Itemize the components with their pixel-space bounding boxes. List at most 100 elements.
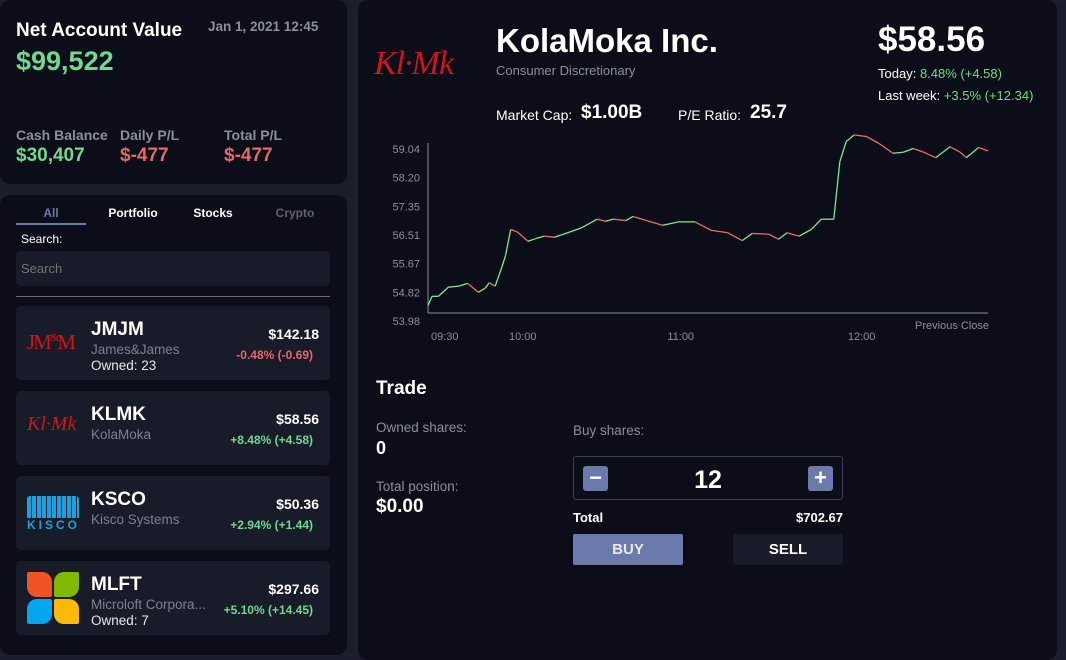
decrement-button[interactable]: − xyxy=(583,466,608,491)
price-line-segment xyxy=(596,218,606,222)
price-line-segment xyxy=(845,134,855,143)
total-pl-label: Total P/L xyxy=(224,127,283,143)
owned-shares-value: 0 xyxy=(376,438,387,458)
buy-button[interactable]: BUY xyxy=(573,534,683,565)
y-tick-label: 53.98 xyxy=(392,316,420,328)
price-chart: 59.04 58.20 57.35 56.51 55.67 54.82 53.98 09:30… xyxy=(392,134,989,343)
total-position-label: Total position: xyxy=(376,479,459,494)
x-tick-label: 11:00 xyxy=(667,331,694,343)
price-line-segment xyxy=(437,286,449,297)
increment-button[interactable]: + xyxy=(808,466,833,491)
quantity-stepper[interactable]: − 12 + xyxy=(573,456,843,500)
market-cap-value: $1.00B xyxy=(581,102,643,123)
account-value: $99,522 xyxy=(16,46,114,76)
stock-item-klmk[interactable]: Kl·Mk KLMK KolaMoka $58.56 +8.48% (+4.58… xyxy=(16,391,330,465)
price-line-segment xyxy=(741,232,753,242)
price-line-segment xyxy=(448,285,459,288)
price: $297.66 xyxy=(268,581,319,597)
stock-item-jmjm[interactable]: JM&M JMJM James&James Owned: 23 $142.18 … xyxy=(16,306,330,380)
price-line-segment xyxy=(500,255,507,269)
price-line-segment xyxy=(978,146,989,152)
price-line-segment xyxy=(488,282,496,287)
company-sector: Consumer Discretionary xyxy=(496,63,636,78)
search-input[interactable] xyxy=(16,251,330,286)
cash-label: Cash Balance xyxy=(16,127,108,143)
ticker: KLMK xyxy=(91,404,146,425)
y-tick-label: 58.20 xyxy=(392,173,420,185)
price-line-segment xyxy=(580,218,598,229)
price-line-segment xyxy=(778,232,788,240)
price-line-segment xyxy=(554,233,565,238)
price-line-segment xyxy=(810,218,822,230)
price: $142.18 xyxy=(268,326,319,342)
y-tick-label: 59.04 xyxy=(392,144,420,156)
price-line-segment xyxy=(605,218,614,222)
price-line-segment xyxy=(923,151,937,159)
ticker: MLFT xyxy=(91,574,142,595)
price-line-segment xyxy=(613,218,626,222)
tab-crypto[interactable]: Crypto xyxy=(275,206,315,220)
price-line-segment xyxy=(504,229,512,256)
pe-ratio-value: 25.7 xyxy=(750,102,787,123)
total-label: Total xyxy=(573,510,604,525)
tab-stocks[interactable]: Stocks xyxy=(193,206,233,220)
price-line-segment xyxy=(833,161,841,220)
price-change: -0.48% (-0.69) xyxy=(236,348,313,362)
microloft-logo-icon xyxy=(27,572,79,624)
buy-shares-label: Buy shares: xyxy=(573,423,645,438)
cash-value: $30,407 xyxy=(16,145,85,166)
price-line-segment xyxy=(467,282,479,293)
price-line-segment xyxy=(484,282,490,289)
price-line-segment xyxy=(786,232,800,237)
total-pl-value: $-477 xyxy=(224,145,273,166)
total-position-value: $0.00 xyxy=(376,496,424,517)
x-tick-label: 12:00 xyxy=(848,331,876,343)
price-line-segment xyxy=(866,136,880,144)
today-value: 8.48% (+4.58) xyxy=(919,66,1002,81)
price-line-segment xyxy=(966,146,979,159)
price-line-segment xyxy=(694,221,712,231)
price-line-segment xyxy=(427,296,433,306)
market-cap-label: Market Cap: xyxy=(496,107,573,123)
y-tick-label: 57.35 xyxy=(392,201,420,213)
account-title: Net Account Value xyxy=(16,20,183,41)
tab-portfolio[interactable]: Portfolio xyxy=(108,206,158,220)
stock-item-ksco[interactable]: KISCO KSCO Kisco Systems $50.36 +2.94% (… xyxy=(16,476,330,550)
price-line-segment xyxy=(959,151,967,159)
today-label: Today: xyxy=(878,66,917,81)
owned-shares: Owned: 23 xyxy=(91,358,157,373)
previous-close-label: Previous Close xyxy=(915,320,989,332)
kisco-logo-icon: KISCO xyxy=(27,496,79,532)
price-line-segment xyxy=(949,146,961,153)
price-line-segment xyxy=(527,237,537,242)
total-value: $702.67 xyxy=(796,510,843,525)
company-name: KolaMoka Inc. xyxy=(496,22,718,59)
price-line-segment xyxy=(564,227,582,235)
price-change: +5.10% (+14.45) xyxy=(223,603,313,617)
quantity-value[interactable]: 12 xyxy=(694,466,722,494)
stock-detail-panel: Kl·Mk KolaMoka Inc. Consumer Discretiona… xyxy=(358,0,1057,660)
price-line-segment xyxy=(903,147,914,153)
trade-title: Trade xyxy=(376,378,427,399)
price-change: +8.48% (+4.58) xyxy=(230,433,313,447)
x-tick-label: 09:30 xyxy=(431,331,459,343)
stock-item-mlft[interactable]: MLFT Microloft Corpora... Owned: 7 $297.… xyxy=(16,561,330,635)
price: $50.36 xyxy=(276,496,319,512)
account-datetime: Jan 1, 2021 12:45 xyxy=(208,19,319,34)
owned-shares-label: Owned shares: xyxy=(376,420,467,435)
daily-pl-value: $-477 xyxy=(120,145,169,166)
price-line-segment xyxy=(662,221,679,226)
divider xyxy=(16,296,330,297)
daily-pl-label: Daily P/L xyxy=(120,127,180,143)
sell-button[interactable]: SELL xyxy=(733,534,843,565)
price-line-segment xyxy=(510,228,518,233)
price-line-segment xyxy=(768,233,779,240)
price-line-segment xyxy=(477,287,486,293)
price-line-segment xyxy=(544,235,555,238)
price-line-segment xyxy=(535,235,545,240)
price-line-segment xyxy=(854,134,867,138)
company-name: Kisco Systems xyxy=(91,512,180,527)
tab-all[interactable]: All xyxy=(16,206,86,225)
week-change: Last week: +3.5% (+12.34) xyxy=(878,88,1033,103)
price-line-segment xyxy=(632,215,647,222)
